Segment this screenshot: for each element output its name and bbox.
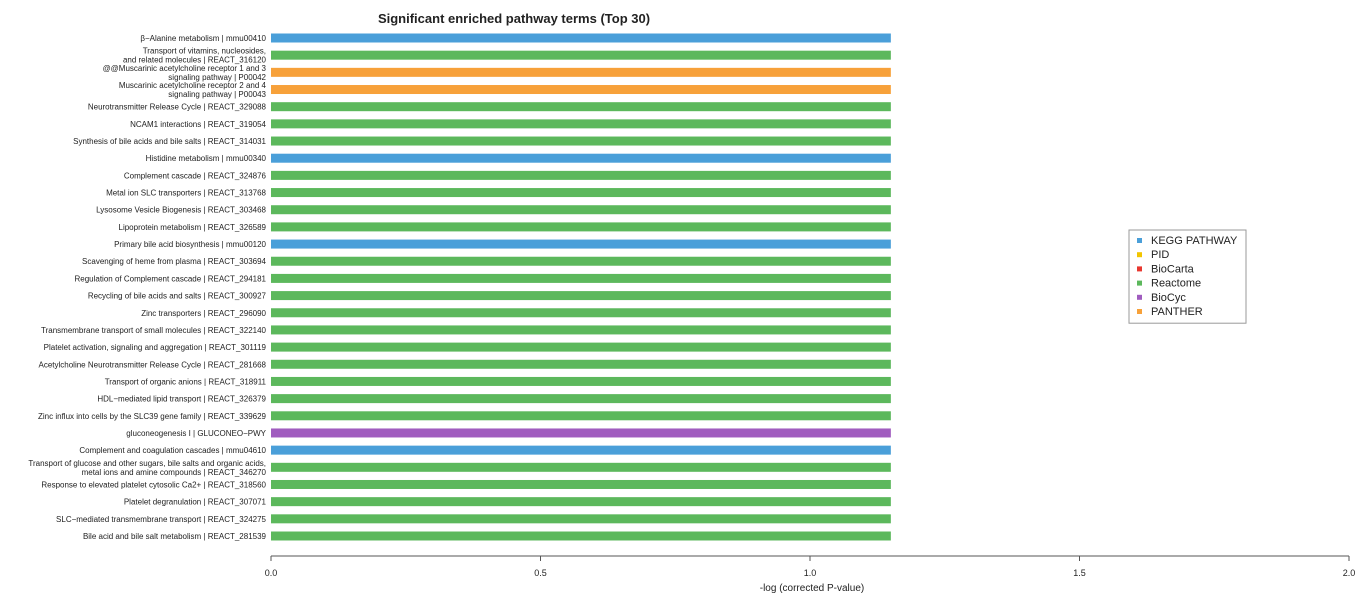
legend-swatch: [1137, 266, 1142, 272]
bar: [271, 136, 891, 146]
bar: [271, 342, 891, 352]
legend-swatch: [1137, 252, 1142, 258]
category-label: Complement cascade | REACT_324876: [124, 171, 267, 180]
bar: [271, 497, 891, 507]
legend-label: Reactome: [1151, 278, 1201, 290]
category-label: Synthesis of bile acids and bile salts |…: [73, 137, 266, 146]
x-tick-label: 0.0: [265, 568, 278, 578]
x-tick-label: 1.5: [1073, 568, 1086, 578]
category-label: Bile acid and bile salt metabolism | REA…: [83, 532, 267, 541]
legend-label: BioCyc: [1151, 292, 1186, 304]
category-label: Neurotransmitter Release Cycle | REACT_3…: [88, 103, 267, 112]
bar: [271, 188, 891, 198]
bar: [271, 359, 891, 369]
legend-box: [1128, 229, 1247, 324]
legend-swatch: [1137, 238, 1142, 243]
category-label: gluconeogenesis I | GLUCONEO−PWY: [126, 429, 266, 438]
legend-swatch: [1137, 309, 1142, 314]
bar: [271, 67, 891, 77]
category-label: Transport of vitamins, nucleosides,: [143, 47, 266, 56]
category-label: Lipoprotein metabolism | REACT_326589: [119, 223, 267, 232]
bar: [271, 33, 891, 43]
category-label: SLC−mediated transmembrane transport | R…: [56, 515, 267, 524]
bars: [271, 33, 891, 541]
x-tick-label: 1.0: [804, 568, 817, 578]
category-label: Recycling of bile acids and salts | REAC…: [88, 292, 267, 301]
bar: [271, 411, 891, 421]
bar: [271, 376, 891, 386]
category-labels: β−Alanine metabolism | mmu00410 Transport…: [28, 34, 266, 541]
bar: [271, 256, 891, 266]
bar: [271, 239, 891, 249]
bar: [271, 273, 891, 283]
bar: [271, 462, 891, 472]
bar: [271, 85, 891, 95]
bar: [271, 205, 891, 215]
bar: [271, 153, 891, 163]
category-label: Transport of organic anions | REACT_3189…: [105, 377, 267, 386]
category-label: Histidine metabolism | mmu00340: [146, 154, 267, 163]
category-label: Primary bile acid biosynthesis | mmu0012…: [114, 240, 266, 249]
category-label: Regulation of Complement cascade | REACT…: [74, 274, 266, 283]
x-axis: 0.0 0.5 1.0 1.5 2.0: [265, 555, 1356, 578]
bar: [271, 170, 891, 180]
category-label: NCAM1 interactions | REACT_319054: [130, 120, 266, 129]
category-label: Complement and coagulation cascades | mm…: [79, 446, 266, 455]
category-label: Lysosome Vesicle Biogenesis | REACT_3034…: [96, 206, 266, 215]
category-label: Response to elevated platelet cytosolic …: [41, 480, 266, 489]
category-label: Zinc influx into cells by the SLC39 gene…: [38, 412, 267, 421]
category-label: metal ions and amine compounds | REACT_3…: [82, 468, 267, 477]
category-label: signaling pathway | P00043: [168, 90, 266, 99]
category-label: HDL−mediated lipid transport | REACT_326…: [97, 395, 266, 404]
bar: [271, 531, 891, 541]
bar: [271, 428, 891, 438]
bar: [271, 479, 891, 489]
bar: [271, 445, 891, 455]
x-tick-label: 2.0: [1343, 568, 1356, 578]
category-label: Transport of glucose and other sugars, b…: [28, 459, 266, 468]
category-label: Acetylcholine Neurotransmitter Release C…: [38, 360, 266, 369]
x-axis-label: -log (corrected P-value): [760, 583, 864, 594]
legend-label: PID: [1151, 249, 1169, 261]
bar: [271, 102, 891, 112]
bar: [271, 291, 891, 301]
category-label: β−Alanine metabolism | mmu00410: [140, 34, 266, 43]
category-label: Metal ion SLC transporters | REACT_31376…: [106, 189, 266, 198]
category-label: Transmembrane transport of small molecul…: [41, 326, 267, 335]
category-label: signaling pathway | P00042: [168, 73, 266, 82]
category-label: Scavenging of heme from plasma | REACT_3…: [82, 257, 267, 266]
bar: [271, 308, 891, 318]
legend-swatch: [1137, 280, 1142, 286]
bar: [271, 514, 891, 524]
category-label: Zinc transporters | REACT_296090: [141, 309, 266, 318]
legend: KEGG PATHWAY PID BioCarta Reactome BioCyc PAN…: [1128, 229, 1247, 324]
legend-label: PANTHER: [1151, 306, 1203, 318]
legend-label: KEGG PATHWAY: [1151, 235, 1238, 247]
category-label: and related molecules | REACT_316120: [123, 56, 267, 65]
bar: [271, 325, 891, 335]
category-label: Platelet activation, signaling and aggre…: [44, 343, 267, 352]
legend-swatch: [1137, 294, 1142, 300]
legend-label: BioCarta: [1151, 263, 1195, 275]
bar: [271, 222, 891, 232]
category-label: Muscarinic acetylcholine receptor 2 and …: [119, 81, 267, 90]
chart-title: Significant enriched pathway terms (Top …: [378, 11, 650, 26]
bar: [271, 50, 891, 60]
bar: [271, 119, 891, 129]
x-tick-label: 0.5: [534, 568, 547, 578]
bar: [271, 394, 891, 404]
category-label: @@Muscarinic acetylcholine receptor 1 an…: [103, 64, 267, 73]
category-label: Platelet degranulation | REACT_307071: [124, 498, 267, 507]
